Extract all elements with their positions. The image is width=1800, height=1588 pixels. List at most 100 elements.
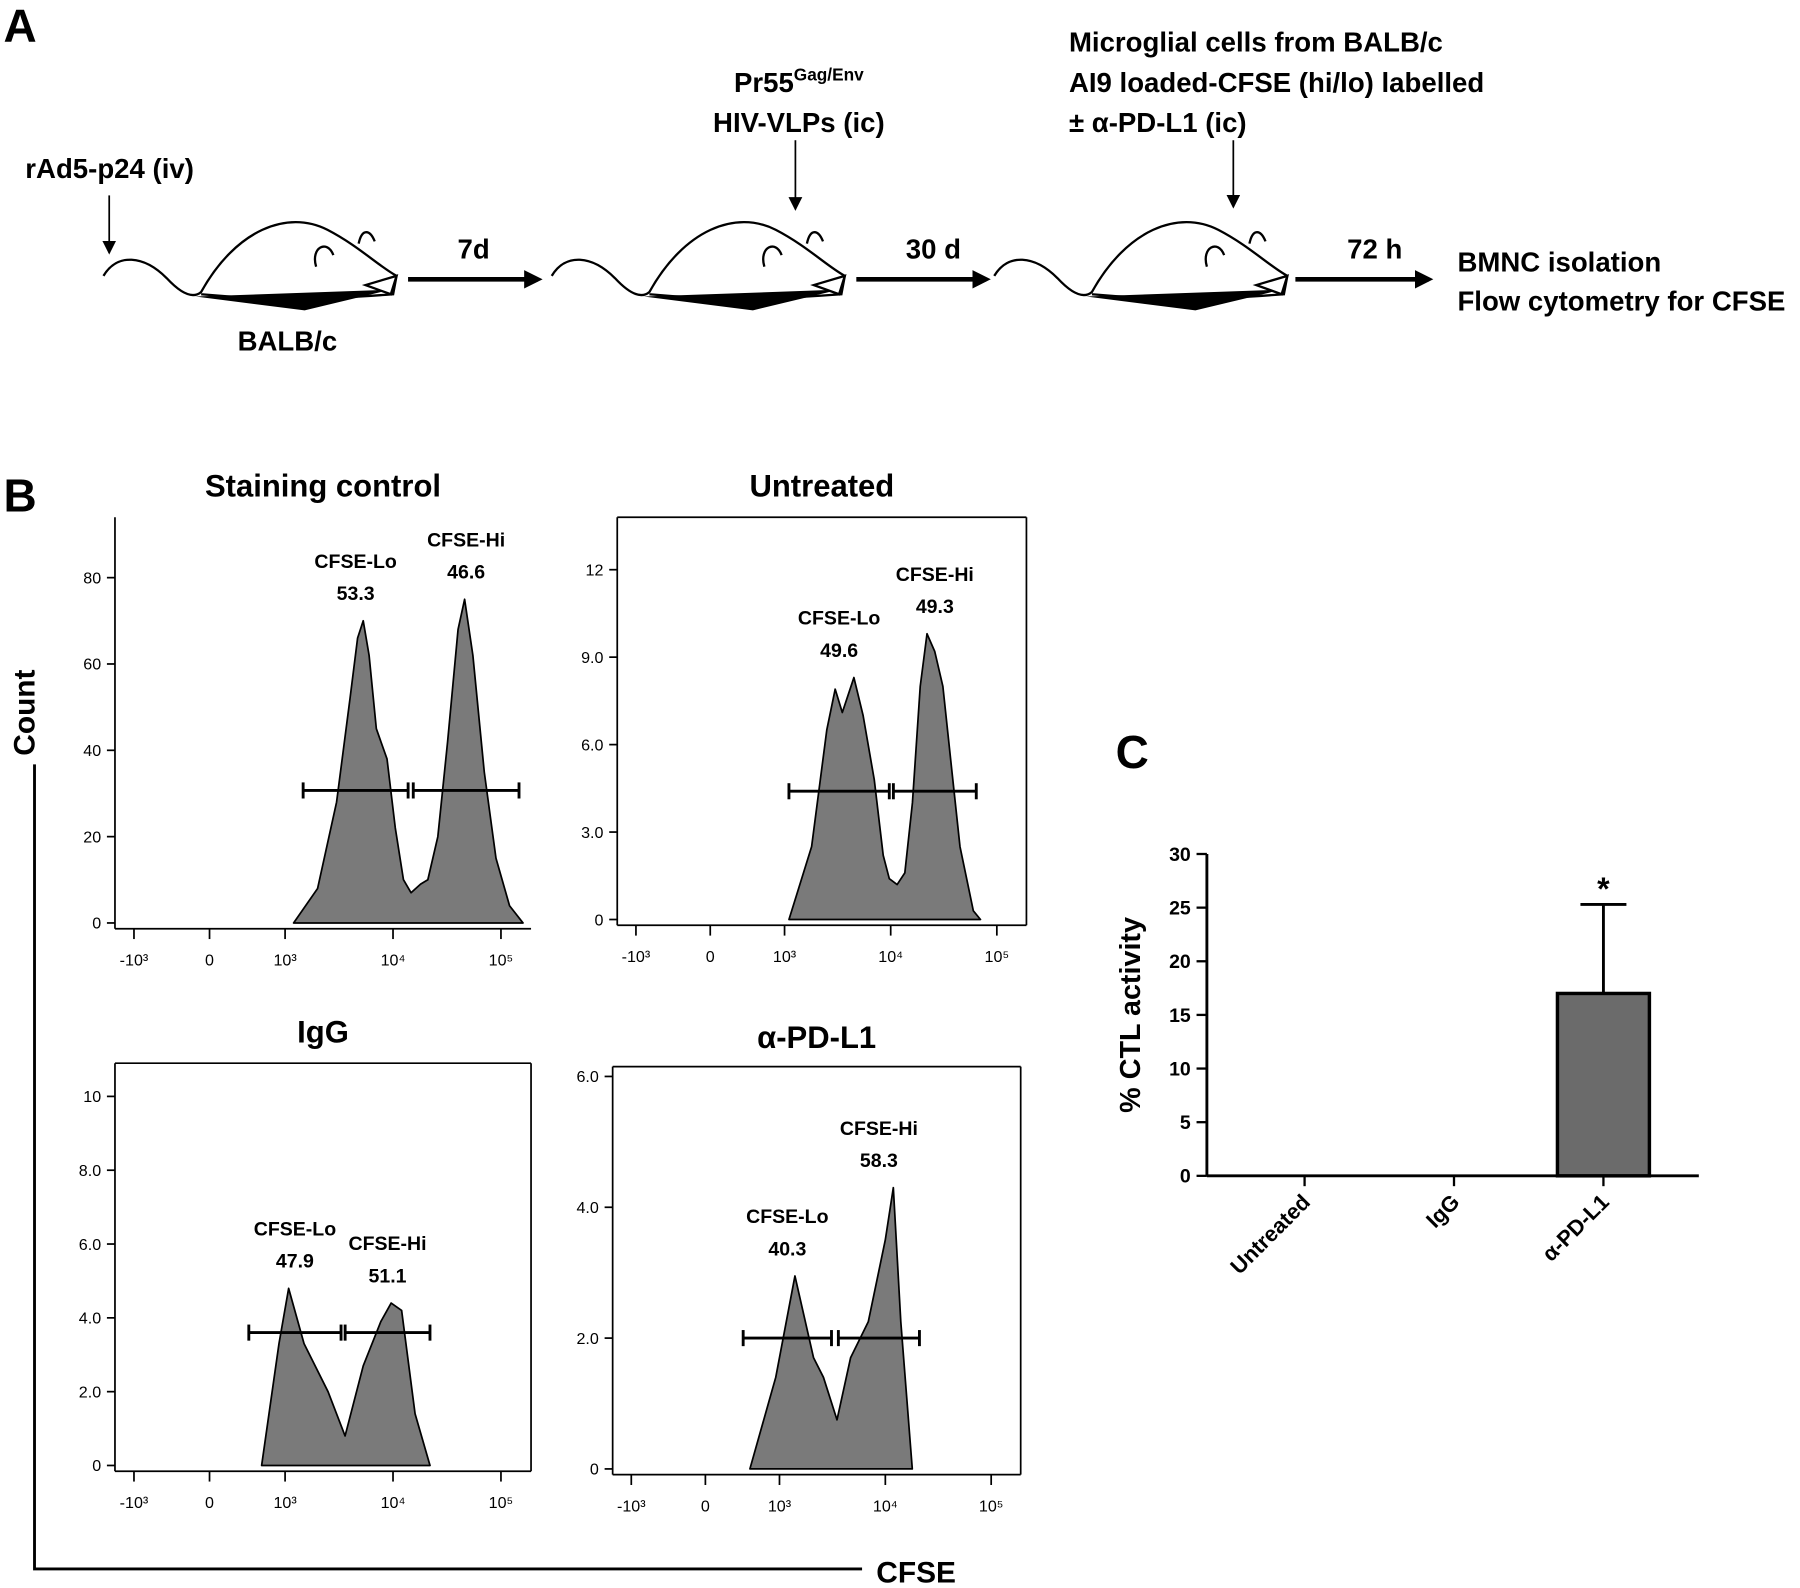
x-tick-label: α-PD-L1 xyxy=(1537,1189,1614,1266)
chart-title: IgG xyxy=(297,1014,349,1049)
interval-label: 72 h xyxy=(1347,234,1402,265)
gate-value: 40.3 xyxy=(768,1238,806,1260)
gate-name: CFSE-Hi xyxy=(427,529,505,551)
gate-value: 49.6 xyxy=(820,640,858,662)
chart-title: Staining control xyxy=(205,469,441,504)
histogram-area xyxy=(749,1186,914,1470)
y-tick-label: 3.0 xyxy=(581,824,603,842)
y-tick-label: 25 xyxy=(1169,898,1191,920)
gate-name: CFSE-Lo xyxy=(798,608,880,630)
x-tick-label: IgG xyxy=(1421,1189,1464,1232)
y-tick-label: 9.0 xyxy=(581,649,603,667)
x-tick-label: 0 xyxy=(205,951,214,969)
panel-label: A xyxy=(3,0,36,51)
x-tick-label: -10³ xyxy=(120,951,149,969)
y-tick-label: 6.0 xyxy=(581,736,603,754)
y-axis-label: % CTL activity xyxy=(1115,917,1147,1113)
step-label: AI9 loaded-CFSE (hi/lo) labelled xyxy=(1069,67,1484,98)
y-tick-label: 2.0 xyxy=(576,1330,598,1348)
y-tick-label: 10 xyxy=(1169,1058,1191,1080)
x-tick-label: 10⁴ xyxy=(381,951,406,969)
readout-label: Flow cytometry for CFSE xyxy=(1457,285,1785,316)
y-tick-label: 0 xyxy=(1180,1166,1191,1188)
x-tick-label: 0 xyxy=(706,948,715,966)
gate-name: CFSE-Lo xyxy=(314,551,396,573)
y-tick-label: 12 xyxy=(586,561,604,579)
mouse-icon xyxy=(993,220,1289,312)
shared-axis-line xyxy=(33,764,863,1571)
gate-name: CFSE-Lo xyxy=(254,1218,336,1240)
gate-value: 58.3 xyxy=(860,1150,898,1172)
gate-name: CFSE-Hi xyxy=(896,564,974,586)
gate-name: CFSE-Lo xyxy=(746,1206,828,1228)
x-tick-label: 10⁴ xyxy=(381,1494,406,1512)
gate-value: 49.3 xyxy=(916,596,954,618)
step-label: HIV-VLPs (ic) xyxy=(713,107,885,138)
y-tick-label: 6.0 xyxy=(576,1068,598,1086)
gate-value: 51.1 xyxy=(369,1265,407,1287)
y-tick-label: 80 xyxy=(83,569,101,587)
x-tick-label: 10³ xyxy=(273,1494,297,1512)
x-tick-label: 0 xyxy=(205,1494,214,1512)
y-tick-label: 0 xyxy=(92,915,101,933)
x-tick-label: 10⁵ xyxy=(979,1497,1004,1515)
y-tick-label: 60 xyxy=(83,656,101,674)
gate-name: CFSE-Hi xyxy=(840,1118,918,1140)
y-tick-label: 20 xyxy=(83,828,101,846)
y-tick-label: 0 xyxy=(590,1461,599,1479)
panel-label: C xyxy=(1116,726,1149,778)
panel-label: B xyxy=(3,469,36,521)
x-tick-label: 0 xyxy=(701,1497,710,1515)
gate-value: 47.9 xyxy=(276,1251,314,1273)
step-label: Microglial cells from BALB/c xyxy=(1069,27,1443,58)
y-tick-label: 2.0 xyxy=(79,1383,101,1401)
y-tick-label: 30 xyxy=(1169,844,1191,866)
strain-label: BALB/c xyxy=(238,326,338,357)
interval-label: 7d xyxy=(457,234,489,265)
y-tick-label: 0 xyxy=(595,911,604,929)
step-superscript: Gag/Env xyxy=(794,64,864,84)
step-label: rAd5-p24 (iv) xyxy=(25,153,194,184)
y-tick-label: 0 xyxy=(92,1457,101,1475)
y-tick-label: 5 xyxy=(1180,1112,1191,1134)
y-tick-label: 40 xyxy=(83,742,101,760)
interval-label: 30 d xyxy=(906,234,961,265)
histogram-area xyxy=(292,598,524,924)
x-tick-label: 10⁴ xyxy=(878,948,903,966)
x-tick-label: 10⁵ xyxy=(985,948,1010,966)
x-tick-label: -10³ xyxy=(622,948,651,966)
y-tick-label: 10 xyxy=(83,1088,101,1106)
step-label: ± α-PD-L1 (ic) xyxy=(1069,107,1247,138)
x-tick-label: -10³ xyxy=(617,1497,646,1515)
x-tick-label: 10³ xyxy=(273,951,297,969)
histogram-area xyxy=(788,632,982,921)
y-tick-label: 6.0 xyxy=(79,1236,101,1254)
step-label: Pr55Gag/Env xyxy=(734,64,864,97)
gate-value: 53.3 xyxy=(337,583,375,605)
x-tick-label: 10⁵ xyxy=(489,1494,514,1512)
mouse-icon xyxy=(550,220,846,312)
step-name: Pr55 xyxy=(734,67,794,98)
x-tick-label: 10⁴ xyxy=(873,1497,898,1515)
y-tick-label: 15 xyxy=(1169,1005,1191,1027)
y-tick-label: 4.0 xyxy=(79,1310,101,1328)
x-tick-label: Untreated xyxy=(1225,1189,1315,1279)
chart-title: Untreated xyxy=(749,469,894,504)
shared-x-label: CFSE xyxy=(876,1557,956,1588)
chart-title: α-PD-L1 xyxy=(757,1020,876,1055)
shared-y-label: Count xyxy=(9,669,42,755)
significance-mark: * xyxy=(1597,871,1610,907)
x-tick-label: 10³ xyxy=(768,1497,792,1515)
gate-value: 46.6 xyxy=(447,562,485,584)
y-tick-label: 8.0 xyxy=(79,1162,101,1180)
gate-name: CFSE-Hi xyxy=(349,1233,427,1255)
y-tick-label: 20 xyxy=(1169,951,1191,973)
histogram-area xyxy=(260,1287,431,1467)
bar xyxy=(1555,991,1652,1178)
readout-label: BMNC isolation xyxy=(1457,246,1661,277)
x-tick-label: 10³ xyxy=(773,948,797,966)
x-tick-label: -10³ xyxy=(120,1494,149,1512)
mouse-icon xyxy=(102,220,398,312)
